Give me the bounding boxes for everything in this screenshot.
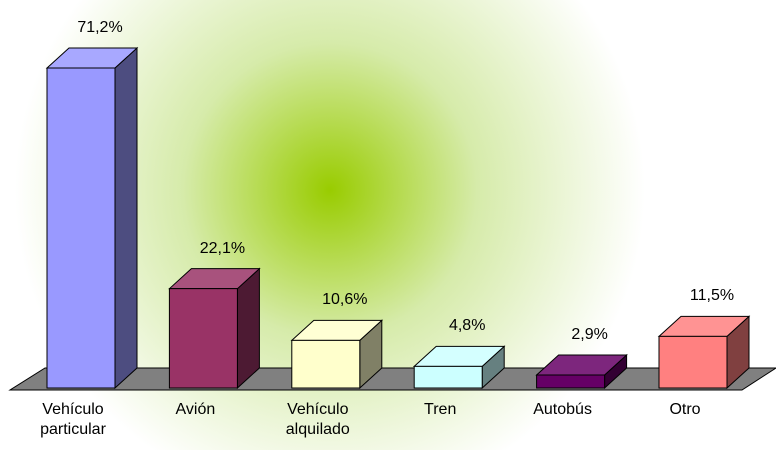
- x-tick-label: Autobús: [533, 401, 592, 418]
- bar-front: [658, 335, 728, 389]
- bar: [168, 267, 261, 390]
- value-label: 11,5%: [689, 287, 735, 305]
- bar: [412, 345, 506, 390]
- value-label: 71,2%: [77, 19, 123, 37]
- x-tick-label: Vehículo particular: [40, 401, 106, 438]
- value-label: 4,8%: [448, 317, 486, 335]
- bar: [45, 46, 139, 390]
- value-label: 2,9%: [571, 325, 608, 343]
- bar: [290, 319, 384, 390]
- bar: [657, 315, 751, 390]
- x-tick-label: Avión: [175, 401, 216, 418]
- x-tick-label: Tren: [424, 401, 457, 418]
- bar-side: [114, 46, 138, 390]
- bar-front: [291, 339, 361, 389]
- bar-front: [536, 374, 606, 389]
- bar-side: [236, 267, 260, 390]
- bar-front: [168, 288, 238, 389]
- value-label: 10,6%: [322, 291, 368, 309]
- x-tick-label: Otro: [669, 401, 701, 418]
- value-label: 22,1%: [199, 239, 246, 257]
- bar-front: [413, 365, 483, 389]
- x-tick-label: Vehículo alquilado: [285, 401, 350, 438]
- bar-front: [46, 67, 116, 389]
- bar: [535, 353, 628, 390]
